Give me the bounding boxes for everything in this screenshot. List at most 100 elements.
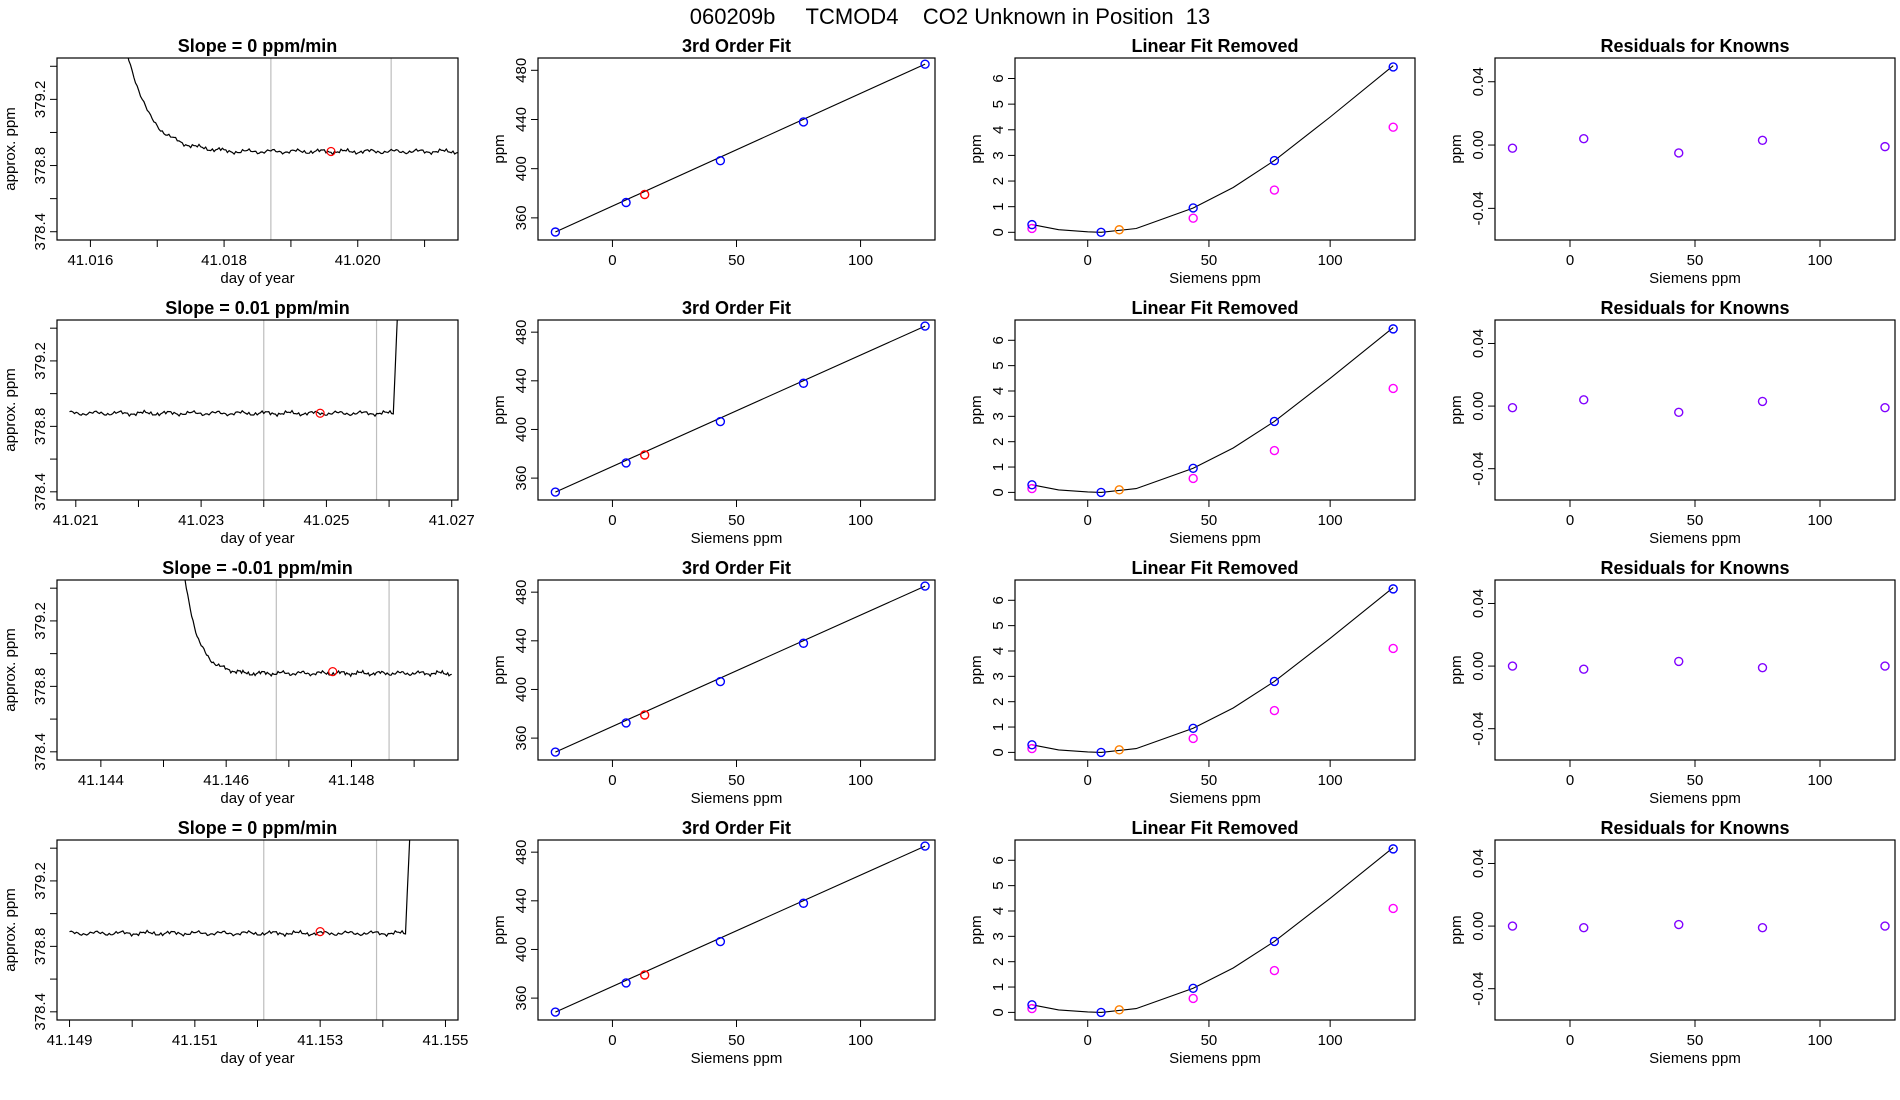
panel-1-2-known-point — [798, 117, 809, 127]
panel-3-4-ytick-label: 0.00 — [1470, 651, 1487, 680]
panel-1-1-frame — [56, 57, 459, 241]
panel-3-3-linear-point — [1269, 705, 1280, 716]
panel-3-3-linear-point — [1388, 643, 1398, 654]
panel-4-3-xlabel: Siemens ppm — [1169, 1050, 1261, 1067]
panel-2-3-title: Linear Fit Removed — [1131, 298, 1298, 318]
panel-2-2-ytick-label: 360 — [513, 466, 530, 491]
panel-4-2-ytick-label: 400 — [513, 937, 530, 962]
panel-1-2-xtick-label: 50 — [728, 252, 745, 269]
panel-3-1-unknown-point — [328, 667, 338, 677]
panel-4-4-ytick-label: -0.04 — [1470, 972, 1487, 1006]
panel-3-3-xtick-label: 0 — [1084, 772, 1092, 789]
panel-2-2-fit-curve — [555, 325, 926, 493]
panel-3-3-fit-curve — [1031, 587, 1394, 753]
panel-1-3-ytick-label: 1 — [990, 203, 1007, 211]
panel-4-2-ytick-label: 480 — [513, 840, 530, 865]
panel-1-1-ytick-label: 378.8 — [32, 147, 49, 185]
panel-3-2-plot-area — [550, 581, 930, 757]
panel-1-2-fit-curve — [555, 63, 926, 233]
panel-2-3-linear-point — [1269, 445, 1280, 456]
panel-1-3-xtick-label: 100 — [1318, 252, 1343, 269]
panel-4-4-ytick-label: 0.00 — [1470, 911, 1487, 940]
panel-1-3-ytick-label: 2 — [990, 177, 1007, 185]
panel-1-3-ylabel: ppm — [968, 134, 985, 163]
panel-3-3-xtick-label: 100 — [1318, 772, 1343, 789]
panel-4-4-xtick-label: 100 — [1807, 1032, 1832, 1049]
panel-3-2-known-point — [920, 581, 930, 591]
panel-3-4-xtick-label: 100 — [1807, 772, 1832, 789]
panel-1-1-ytick-label: 379.2 — [32, 81, 49, 119]
panel-3-1-title: Slope = -0.01 ppm/min — [162, 558, 353, 578]
panel-2-4-xlabel: Siemens ppm — [1649, 530, 1741, 547]
panel-1-3-ytick-label: 5 — [990, 100, 1007, 108]
panel-4-3-unknown-point — [1114, 1005, 1124, 1015]
panel-4-4-residual-point — [1579, 922, 1589, 933]
panel-2-3-linear-point — [1188, 473, 1198, 484]
panel-4-4-xtick-label: 0 — [1566, 1032, 1574, 1049]
panel-1-3: Linear Fit Removed 0 50 100 Siemens ppm 0 1 2 3 4… — [968, 36, 1416, 287]
panel-3-3-known-point — [1269, 676, 1280, 687]
panel-2-4-ytick-label: -0.04 — [1470, 452, 1487, 486]
panel-1-2-unknown-point — [639, 189, 650, 200]
panel-4-1-ylabel: approx. ppm — [2, 888, 19, 971]
panel-3-1: Slope = -0.01 ppm/min 41.144 41.146 41.148 d… — [2, 558, 459, 807]
panel-1-4-xtick-label: 100 — [1807, 252, 1832, 269]
panel-2-1-plot-area — [69, 320, 398, 500]
panel-1-1-title: Slope = 0 ppm/min — [178, 36, 338, 56]
panel-4-2: 3rd Order Fit 0 50 100 Siemens ppm 360 400 440 4… — [491, 818, 936, 1067]
panel-3-2-xtick-label: 100 — [848, 772, 873, 789]
panel-2-2-known-point — [550, 487, 561, 497]
panel-2-4-xtick-label: 50 — [1687, 512, 1704, 529]
panel-4-1-xtick-label: 41.155 — [423, 1032, 469, 1049]
panel-4-2-xtick-label: 50 — [728, 1032, 745, 1049]
panel-1-2-ytick-label: 480 — [513, 58, 530, 83]
panel-3-3-frame — [1014, 579, 1416, 761]
panel-1-4-frame — [1494, 57, 1896, 241]
panel-4-3-title: Linear Fit Removed — [1131, 818, 1298, 838]
panel-3-3-linear-point — [1188, 733, 1198, 744]
panel-1-3-linear-point — [1388, 122, 1398, 132]
panel-4-4-residual-point — [1507, 921, 1518, 931]
panel-2-2-xtick-label: 50 — [728, 512, 745, 529]
panel-4-1-frame — [56, 839, 459, 1021]
panel-2-4-residual-point — [1880, 402, 1890, 413]
panel-2-3-xtick-label: 50 — [1201, 512, 1218, 529]
panel-1-3-xlabel: Siemens ppm — [1169, 270, 1261, 287]
panel-3-2-title: 3rd Order Fit — [682, 558, 791, 578]
panel-2-2-ytick-label: 480 — [513, 320, 530, 345]
panel-4-3-linear-point — [1388, 903, 1398, 914]
panel-1-4-ytick-label: 0.04 — [1470, 67, 1487, 96]
panel-3-3-ytick-label: 0 — [990, 748, 1007, 756]
panel-1-3-linear-point — [1027, 223, 1037, 234]
panel-4-2-known-point — [621, 978, 631, 988]
panel-2-3-unknown-point — [1114, 485, 1124, 495]
panel-3-3-unknown-point — [1114, 745, 1124, 755]
panel-1-4-xtick-label: 0 — [1566, 252, 1574, 269]
panel-1-3-xtick-label: 50 — [1201, 252, 1218, 269]
panel-4-3-xtick-label: 50 — [1201, 1032, 1218, 1049]
panel-4-3-fit-curve — [1031, 847, 1394, 1013]
panel-4-3-known-point — [1027, 1000, 1037, 1010]
panel-3-1-trace — [184, 580, 452, 678]
panel-3-4-ytick-label: 0.04 — [1470, 589, 1487, 618]
panel-2-3-xtick-label: 0 — [1084, 512, 1092, 529]
panel-3-2-ylabel: ppm — [491, 655, 508, 684]
panel-3-3-xlabel: Siemens ppm — [1169, 790, 1261, 807]
panel-2-3-xlabel: Siemens ppm — [1169, 530, 1261, 547]
panel-2-2-xtick-label: 100 — [848, 512, 873, 529]
panel-4-2-known-point — [550, 1007, 561, 1017]
panel-2-2-known-point — [798, 378, 809, 388]
panel-1-4-plot-area — [1507, 134, 1890, 158]
panel-2-2-ytick-label: 440 — [513, 368, 530, 393]
panel-3-2-unknown-point — [639, 710, 650, 720]
panel-3-3-known-point — [1188, 723, 1198, 734]
panel-1-1-ytick-label: 378.4 — [32, 213, 49, 251]
panel-3-4-residual-point — [1880, 661, 1890, 671]
panel-1-4-ytick-label: 0.00 — [1470, 130, 1487, 159]
panel-2-3-known-point — [1388, 324, 1398, 334]
panel-2-3-xtick-label: 100 — [1318, 512, 1343, 529]
panel-2-3-linear-point — [1027, 483, 1037, 494]
panel-3-4-ylabel: ppm — [1448, 655, 1465, 684]
panel-1-3-known-point — [1027, 219, 1037, 230]
